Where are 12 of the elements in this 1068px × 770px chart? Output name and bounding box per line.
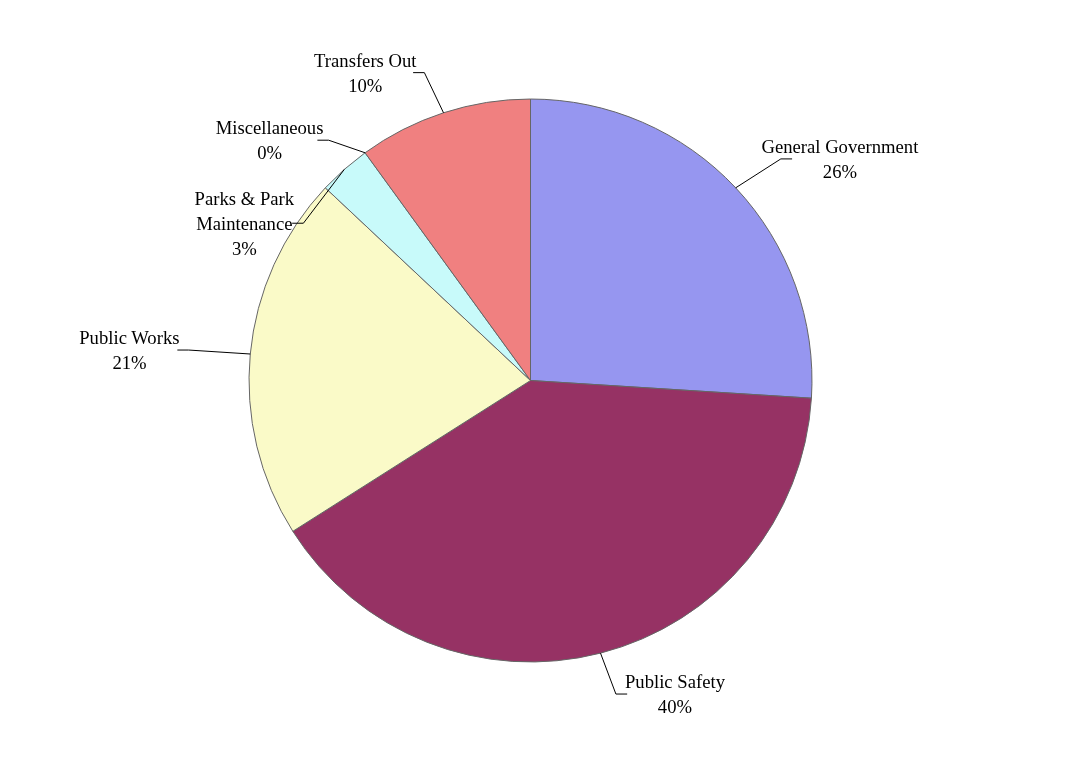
data-label: 26% <box>822 161 858 183</box>
slice-label: Public Works <box>79 326 180 348</box>
text: 0% <box>257 142 283 164</box>
data-label: 21% <box>112 352 147 374</box>
slice-label: Parks & Park Maintenance <box>194 187 295 234</box>
slice-label: Public Safety <box>624 670 726 692</box>
slice-label: Transfers Out <box>314 49 418 71</box>
data-label: 3% <box>231 237 257 259</box>
category-label: Miscellaneous <box>215 117 324 139</box>
data-label: 40% <box>657 696 693 718</box>
data-label: 10% <box>348 74 383 96</box>
slice-label: General Government <box>761 135 920 157</box>
